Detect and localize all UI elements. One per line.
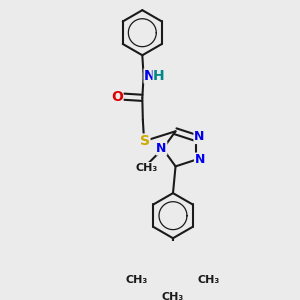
Text: S: S [140,134,150,148]
Text: CH₃: CH₃ [198,274,220,285]
Text: CH₃: CH₃ [135,163,157,172]
Text: N: N [156,142,167,155]
Text: N: N [194,130,204,143]
Text: N: N [195,153,205,166]
Text: CH₃: CH₃ [162,292,184,300]
Text: CH₃: CH₃ [126,274,148,285]
Text: O: O [111,89,123,103]
Text: H: H [153,69,165,83]
Text: N: N [144,69,156,83]
